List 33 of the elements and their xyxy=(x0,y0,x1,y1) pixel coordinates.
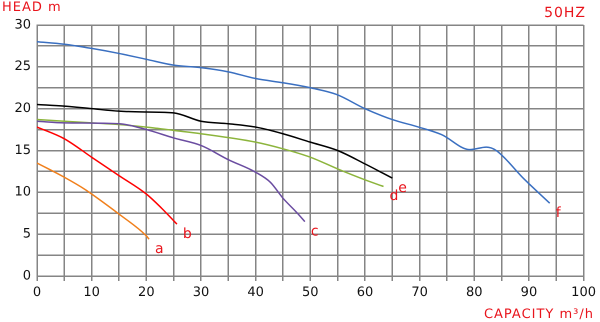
line-series xyxy=(37,118,384,188)
y-tick-label: 30 xyxy=(14,17,31,32)
y-axis-title: HEAD m xyxy=(2,0,62,15)
y-tick-label: 25 xyxy=(14,59,31,74)
series-label: d xyxy=(390,188,398,204)
series-label: c xyxy=(310,223,319,240)
x-tick-label: 80 xyxy=(466,285,483,300)
series-label: a xyxy=(155,240,164,257)
y-tick-label: 20 xyxy=(14,101,31,116)
chart-title: 50HZ xyxy=(544,5,586,21)
x-tick-label: 70 xyxy=(411,285,428,300)
line-series xyxy=(37,162,150,240)
y-tick-label: 5 xyxy=(22,226,31,242)
line-series xyxy=(37,104,394,179)
x-tick-label: 40 xyxy=(247,285,264,300)
y-tick-label: 15 xyxy=(14,142,31,158)
x-tick-label: 0 xyxy=(32,285,42,300)
x-tick-label: 20 xyxy=(138,285,155,300)
line-series xyxy=(37,40,550,204)
series-label: b xyxy=(182,226,192,242)
x-tick-label: 90 xyxy=(520,285,538,300)
y-tick-label: 0 xyxy=(22,268,31,284)
series-label: e xyxy=(398,180,407,196)
x-tick-label: 10 xyxy=(83,285,100,300)
x-tick-label: 30 xyxy=(192,285,210,300)
x-tick-label: 50 xyxy=(302,285,319,300)
series-label: f xyxy=(556,204,562,221)
y-tick-label: 10 xyxy=(14,184,31,200)
x-tick-label: 100 xyxy=(571,285,596,300)
x-axis-title: CAPACITY m³/h xyxy=(484,307,594,322)
line-series xyxy=(37,120,306,222)
x-tick-label: 60 xyxy=(356,285,374,300)
line-series xyxy=(37,126,178,225)
